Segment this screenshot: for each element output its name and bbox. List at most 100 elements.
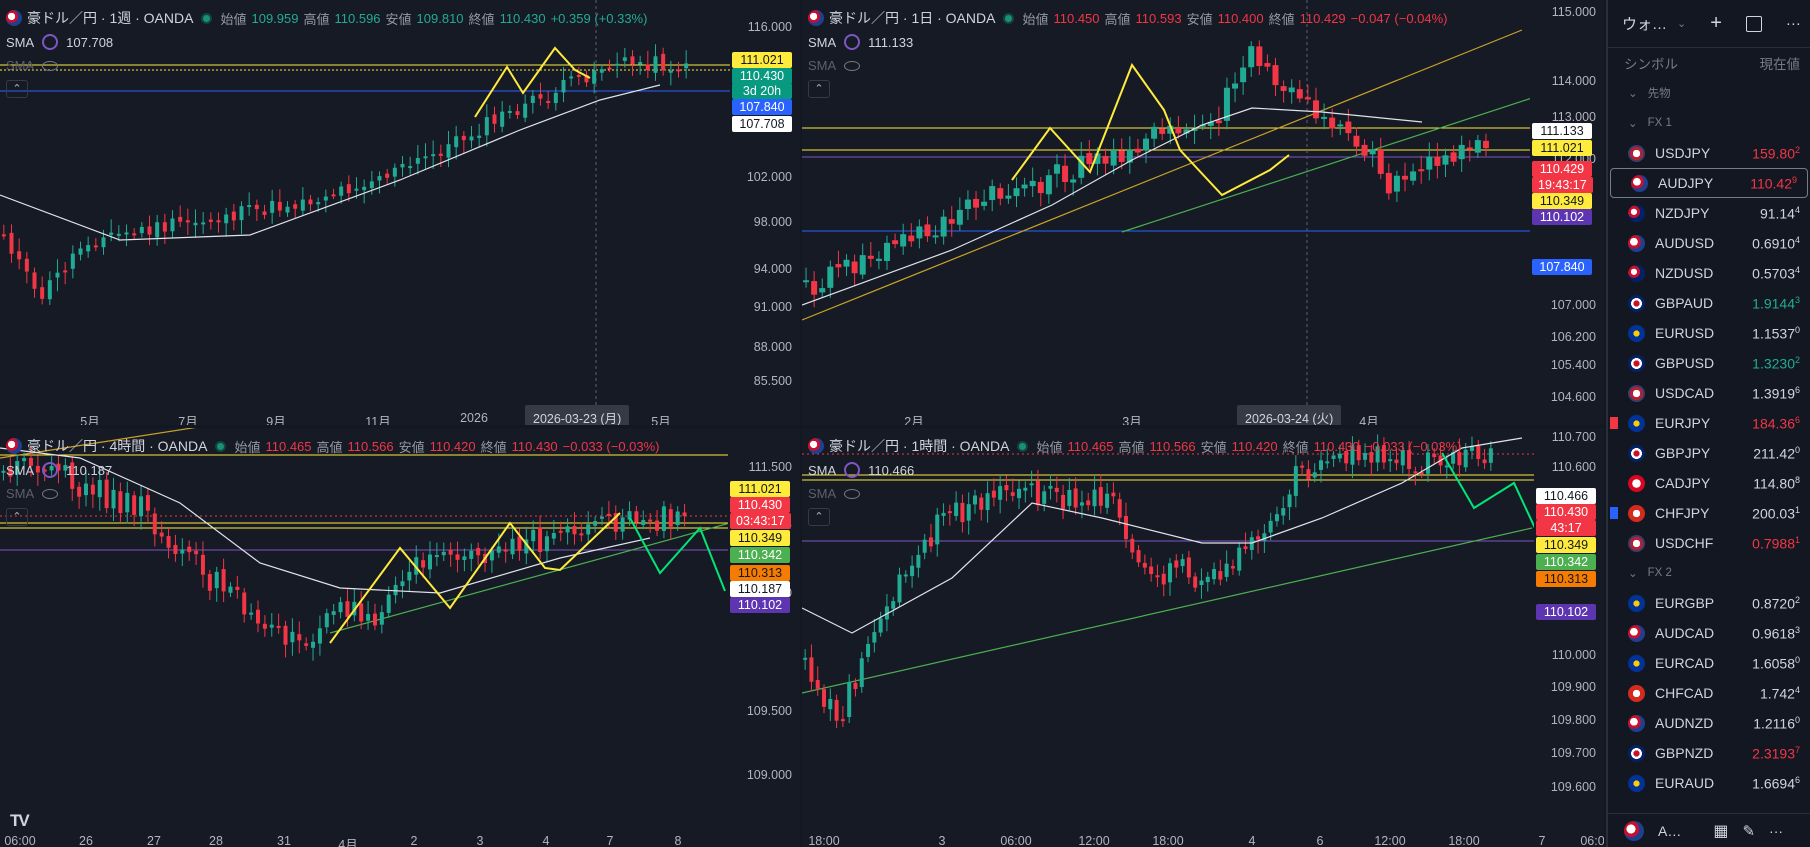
- collapse-legend-button[interactable]: ⌃: [808, 80, 830, 98]
- price-plot[interactable]: [0, 428, 728, 828]
- watchlist-row[interactable]: EURJPY 184.366: [1608, 408, 1810, 438]
- more-icon[interactable]: ···: [1769, 822, 1784, 839]
- avatar[interactable]: [1624, 820, 1644, 841]
- chevron-down-icon[interactable]: ⌄: [1628, 568, 1638, 580]
- watchlist-row[interactable]: GBPNZD 2.31937: [1608, 738, 1810, 768]
- eye-hidden-icon[interactable]: [42, 488, 59, 499]
- indicator-legend[interactable]: SMA 110.466: [808, 462, 914, 478]
- watchlist-row[interactable]: AUDNZD 1.21160: [1608, 708, 1810, 738]
- trend-line[interactable]: [0, 428, 640, 459]
- candle-body: [966, 504, 971, 521]
- trend-line[interactable]: [802, 29, 1523, 321]
- eye-hidden-icon[interactable]: [42, 60, 59, 71]
- price-pip: 1: [1794, 504, 1800, 515]
- watchlist-section[interactable]: ⌄ FX 1: [1608, 108, 1810, 138]
- tradingview-logo-icon[interactable]: TV: [10, 811, 30, 830]
- trend-line[interactable]: [329, 522, 728, 634]
- candle-body: [461, 135, 466, 141]
- watchlist-row[interactable]: NZDUSD 0.57034: [1608, 258, 1810, 288]
- indicator-settings-icon[interactable]: [42, 34, 59, 50]
- chart-pane-h4[interactable]: 豪ドル／円 · 4時間 · OANDA 始値 110.465 高値 110.566 安値 1…: [0, 428, 800, 847]
- hidden-indicator-legend[interactable]: SMA: [808, 58, 861, 73]
- candle-body: [1010, 492, 1015, 496]
- price-plot[interactable]: [0, 0, 730, 405]
- chart-pane-d[interactable]: 豪ドル／円 · 1日 · OANDA 始値 110.450 高値 110.593 安値 11…: [802, 0, 1604, 425]
- indicator-legend[interactable]: SMA 111.133: [808, 34, 913, 50]
- trend-line[interactable]: [1121, 98, 1530, 233]
- eye-hidden-icon[interactable]: [844, 488, 861, 499]
- watchlist-row[interactable]: USDCAD 1.39196: [1608, 378, 1810, 408]
- chart-pane-w[interactable]: 豪ドル／円 · 1週 · OANDA 始値 109.959 高値 110.596 安値 10…: [0, 0, 800, 425]
- chevron-down-icon[interactable]: ⌄: [1677, 18, 1687, 30]
- table-view-icon[interactable]: [1745, 15, 1762, 32]
- last-price: 1.21160: [1753, 715, 1800, 732]
- forecast-path[interactable]: [1441, 452, 1534, 543]
- candle-body: [77, 486, 82, 497]
- indicator-legend[interactable]: SMA 110.187: [6, 462, 112, 478]
- add-symbol-icon[interactable]: +: [1710, 12, 1722, 34]
- symbol-title[interactable]: 豪ドル／円 · 1週 · OANDA: [27, 10, 194, 26]
- column-price[interactable]: 現在値: [1759, 57, 1801, 72]
- hidden-indicator-legend[interactable]: SMA: [6, 58, 59, 73]
- hidden-indicator-legend[interactable]: SMA: [6, 486, 59, 501]
- more-icon[interactable]: ···: [1785, 15, 1801, 32]
- chevron-down-icon[interactable]: ⌄: [1628, 88, 1638, 100]
- zigzag-drawing[interactable]: [474, 46, 591, 118]
- candle-body: [262, 623, 267, 629]
- grid-icon[interactable]: ▦: [1713, 822, 1729, 840]
- price-axis[interactable]: 110.700 110.600 110.000 109.900 109.800 109.7…: [1534, 428, 1604, 828]
- zigzag-drawing[interactable]: [329, 512, 621, 644]
- watchlist-row[interactable]: EURAUD 1.66946: [1608, 768, 1810, 798]
- indicator-legend[interactable]: SMA 107.708: [6, 34, 113, 50]
- price-plot[interactable]: [802, 0, 1530, 405]
- time-axis[interactable]: 2月 3月 4月: [802, 411, 1530, 425]
- collapse-legend-button[interactable]: ⌃: [6, 508, 28, 526]
- indicator-settings-icon[interactable]: [844, 462, 861, 478]
- watchlist-section[interactable]: ⌄ FX 2: [1608, 558, 1810, 588]
- watchlist-row[interactable]: AUDCAD 0.96183: [1608, 618, 1810, 648]
- zigzag-drawing[interactable]: [1011, 62, 1290, 197]
- candle-body: [607, 67, 612, 70]
- price-plot[interactable]: [802, 428, 1534, 828]
- watchlist-row[interactable]: USDJPY 159.802: [1608, 138, 1810, 168]
- watchlist-row[interactable]: EURGBP 0.87202: [1608, 588, 1810, 618]
- hidden-indicator-legend[interactable]: SMA: [808, 486, 861, 501]
- watchlist-title[interactable]: ウォ…: [1622, 16, 1668, 33]
- indicator-settings-icon[interactable]: [844, 34, 861, 50]
- eye-hidden-icon[interactable]: [844, 60, 861, 71]
- indicator-settings-icon[interactable]: [42, 462, 59, 478]
- candle-body: [239, 206, 244, 221]
- watchlist-row[interactable]: GBPJPY 211.420: [1608, 438, 1810, 468]
- watchlist-row[interactable]: NZDJPY 91.144: [1608, 198, 1810, 228]
- candle-body: [118, 491, 123, 514]
- candle-body: [1073, 488, 1078, 508]
- symbol-title[interactable]: 豪ドル／円 · 4時間 · OANDA: [27, 438, 208, 454]
- candle-body: [207, 574, 212, 591]
- watchlist-row[interactable]: CHFJPY 200.031: [1608, 498, 1810, 528]
- watchlist-row[interactable]: AUDJPY 110.429: [1610, 168, 1808, 198]
- trend-line[interactable]: [802, 527, 1533, 694]
- watchlist-row[interactable]: USDCHF 0.79881: [1608, 528, 1810, 558]
- collapse-legend-button[interactable]: ⌃: [6, 80, 28, 98]
- watchlist-row[interactable]: EURCAD 1.60580: [1608, 648, 1810, 678]
- watchlist-row[interactable]: AUDUSD 0.69104: [1608, 228, 1810, 258]
- price-axis[interactable]: 116.000 102.000 98.000 94.000 91.000 88.000 85…: [730, 0, 800, 405]
- chart-pane-h1[interactable]: 豪ドル／円 · 1時間 · OANDA 始値 110.465 高値 110.566 安値 1…: [802, 428, 1604, 847]
- watchlist-row[interactable]: GBPAUD 1.91443: [1608, 288, 1810, 318]
- watchlist-row[interactable]: EURUSD 1.15370: [1608, 318, 1810, 348]
- watchlist-row[interactable]: CHFCAD 1.7424: [1608, 678, 1810, 708]
- chevron-down-icon[interactable]: ⌄: [1628, 118, 1638, 130]
- time-axis[interactable]: 06:00 26 27 28 31 4月 2 3 4 7 8: [0, 834, 728, 847]
- collapse-legend-button[interactable]: ⌃: [808, 508, 830, 526]
- watchlist-section[interactable]: ⌄ 先物: [1608, 78, 1810, 108]
- candle-body: [1377, 149, 1384, 174]
- symbol-title[interactable]: 豪ドル／円 · 1時間 · OANDA: [829, 438, 1010, 454]
- time-axis[interactable]: 18:00306:0012:0018:004612:0018:00706:001…: [802, 834, 1604, 847]
- time-axis[interactable]: 5月 7月 9月 11月 2026 5月: [0, 411, 730, 425]
- forecast-path[interactable]: [629, 517, 726, 592]
- watchlist-row[interactable]: GBPUSD 1.32302: [1608, 348, 1810, 378]
- watchlist-row[interactable]: CADJPY 114.808: [1608, 468, 1810, 498]
- symbol-title[interactable]: 豪ドル／円 · 1日 · OANDA: [829, 10, 996, 26]
- edit-icon[interactable]: ✎: [1742, 822, 1756, 840]
- column-symbol[interactable]: シンボル: [1624, 57, 1678, 72]
